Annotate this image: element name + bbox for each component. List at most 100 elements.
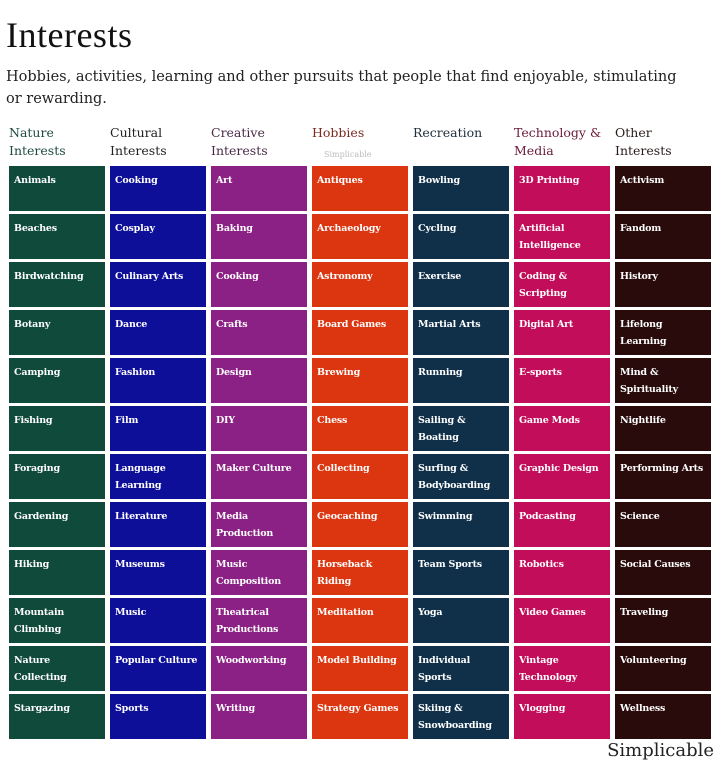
- interest-cell: Sailing & Boating: [413, 406, 509, 451]
- interest-cell: Stargazing: [9, 694, 105, 739]
- column-header: Nature Interests: [9, 124, 105, 166]
- column-header-text: Other Interests: [615, 125, 672, 158]
- page-subtitle: Hobbies, activities, learning and other …: [6, 69, 677, 107]
- interest-cell: Antiques: [312, 166, 408, 211]
- interest-cell: Chess: [312, 406, 408, 451]
- interest-cell: Cycling: [413, 214, 509, 259]
- interest-cell: Geocaching: [312, 502, 408, 547]
- interest-cell: Horseback Riding: [312, 550, 408, 595]
- interest-cell: Beaches: [9, 214, 105, 259]
- column-header: Cultural Interests: [110, 124, 206, 166]
- interest-cell: Science: [615, 502, 711, 547]
- column-header-text: Cultural Interests: [110, 125, 167, 158]
- column: Nature Interests Animals Beaches Birdwatchi…: [9, 124, 105, 742]
- interest-cell: Mind & Spirituality: [615, 358, 711, 403]
- interest-cell: Gardening: [9, 502, 105, 547]
- interest-cell: Language Learning: [110, 454, 206, 499]
- interest-cell: Popular Culture: [110, 646, 206, 691]
- interest-cell: Sports: [110, 694, 206, 739]
- interest-cell: Writing: [211, 694, 307, 739]
- interest-cell: Woodworking: [211, 646, 307, 691]
- interest-cell: Music: [110, 598, 206, 643]
- interest-cell: Theatrical Productions: [211, 598, 307, 643]
- interest-cell: Running: [413, 358, 509, 403]
- interest-cell: 3D Printing: [514, 166, 610, 211]
- interest-cell: Brewing: [312, 358, 408, 403]
- interest-cell: Swimming: [413, 502, 509, 547]
- interest-cell: Vlogging: [514, 694, 610, 739]
- interest-cell: Skiing & Snowboarding: [413, 694, 509, 739]
- interest-cell: Film: [110, 406, 206, 451]
- column-header-text: Hobbies: [312, 125, 365, 140]
- interest-cell: Team Sports: [413, 550, 509, 595]
- interest-cell: Astronomy: [312, 262, 408, 307]
- interest-cell: Foraging: [9, 454, 105, 499]
- column-header-text: Creative Interests: [211, 125, 268, 158]
- interest-cell: Maker Culture: [211, 454, 307, 499]
- interest-cell: Traveling: [615, 598, 711, 643]
- interest-cell: Fashion: [110, 358, 206, 403]
- column: Other Interests Activism Fandom History Life…: [615, 124, 711, 742]
- column-header: Creative Interests: [211, 124, 307, 166]
- interest-cell: Nature Collecting: [9, 646, 105, 691]
- column-header: Recreation: [413, 124, 509, 166]
- interest-cell: Volunteering: [615, 646, 711, 691]
- interest-cell: Cooking: [110, 166, 206, 211]
- interest-cell: Digital Art: [514, 310, 610, 355]
- column-header-text: Technology & Media: [514, 125, 602, 158]
- interest-cell: Fishing: [9, 406, 105, 451]
- interest-cell: Robotics: [514, 550, 610, 595]
- interest-cell: E-sports: [514, 358, 610, 403]
- interest-cell: Cooking: [211, 262, 307, 307]
- interest-cell: Surfing & Bodyboarding: [413, 454, 509, 499]
- column-header: Other Interests: [615, 124, 711, 166]
- interest-cell: Baking: [211, 214, 307, 259]
- interest-cell: Animals: [9, 166, 105, 211]
- interest-cell: Camping: [9, 358, 105, 403]
- interest-cell: Meditation: [312, 598, 408, 643]
- interest-cell: Nightlife: [615, 406, 711, 451]
- interest-cell: Museums: [110, 550, 206, 595]
- interest-cell: Activism: [615, 166, 711, 211]
- watermark: Simplicable: [324, 150, 372, 159]
- brand-logo: Simplicable: [607, 740, 714, 761]
- interest-cell: Exercise: [413, 262, 509, 307]
- column-header-text: Nature Interests: [9, 125, 66, 158]
- interest-cell: Birdwatching: [9, 262, 105, 307]
- interest-cell: Martial Arts: [413, 310, 509, 355]
- column: Creative Interests Art Baking Cooking Crafts…: [211, 124, 307, 742]
- interest-cell: Video Games: [514, 598, 610, 643]
- interest-cell: Artificial Intelligence: [514, 214, 610, 259]
- interest-cell: Collecting: [312, 454, 408, 499]
- interest-cell: Cosplay: [110, 214, 206, 259]
- interest-cell: Dance: [110, 310, 206, 355]
- interest-cell: Yoga: [413, 598, 509, 643]
- interest-cell: Model Building: [312, 646, 408, 691]
- interest-cell: Coding & Scripting: [514, 262, 610, 307]
- interest-cell: Archaeology: [312, 214, 408, 259]
- interest-cell: Fandom: [615, 214, 711, 259]
- interest-cell: Lifelong Learning: [615, 310, 711, 355]
- interest-cell: Literature: [110, 502, 206, 547]
- interest-cell: History: [615, 262, 711, 307]
- interest-cell: Vintage Technology: [514, 646, 610, 691]
- column: Technology & Media 3D Printing Artificial …: [514, 124, 610, 742]
- interest-cell: Strategy Games: [312, 694, 408, 739]
- column-header: Technology & Media: [514, 124, 610, 166]
- interest-cell: Crafts: [211, 310, 307, 355]
- interest-cell: Hiking: [9, 550, 105, 595]
- interest-cell: Bowling: [413, 166, 509, 211]
- interest-cell: Graphic Design: [514, 454, 610, 499]
- interest-cell: Media Production: [211, 502, 307, 547]
- interest-cell: Mountain Climbing: [9, 598, 105, 643]
- interest-cell: DIY: [211, 406, 307, 451]
- column: Cultural Interests Cooking Cosplay Culinary…: [110, 124, 206, 742]
- interest-cell: Game Mods: [514, 406, 610, 451]
- column: Hobbies Simplicable Antiques Archaeology Ast…: [312, 124, 408, 742]
- interest-cell: Social Causes: [615, 550, 711, 595]
- interest-cell: Performing Arts: [615, 454, 711, 499]
- interest-cell: Culinary Arts: [110, 262, 206, 307]
- interest-cell: Botany: [9, 310, 105, 355]
- page-title: Interests: [6, 15, 133, 55]
- interest-cell: Wellness: [615, 694, 711, 739]
